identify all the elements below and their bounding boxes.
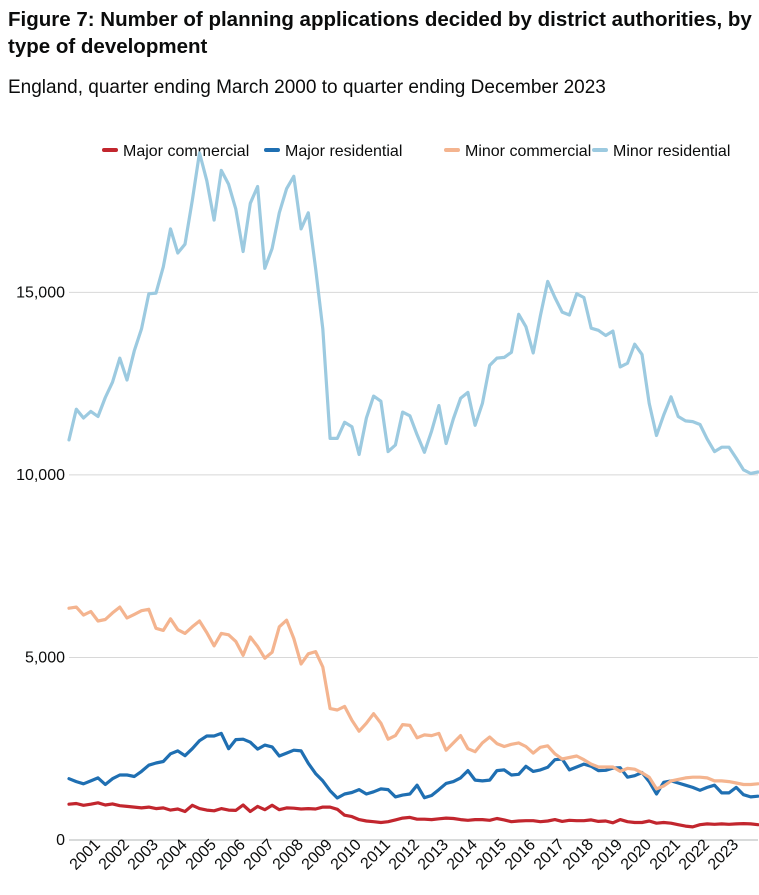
x-tick-label: 2001: [67, 836, 104, 873]
x-tick-label: 2005: [183, 836, 220, 873]
legend-label-minor-commercial: Minor commercial: [465, 143, 591, 160]
x-tick-label: 2011: [358, 836, 394, 872]
chart-subtitle: England, quarter ending March 2000 to qu…: [8, 77, 606, 98]
series-line-minor-residential: [67, 151, 759, 476]
x-tick-label: 2009: [299, 836, 336, 873]
x-tick-label: 2013: [415, 836, 452, 873]
legend-label-major-commercial: Major commercial: [123, 143, 249, 160]
x-tick-label: 2020: [618, 836, 655, 873]
x-tick-label: 2014: [444, 836, 481, 873]
x-tick-label: 2019: [589, 836, 626, 873]
chart-title: Figure 7: Number of planning application…: [8, 8, 752, 58]
y-tick-label: 0: [56, 832, 65, 849]
chart-legend: Major commercial Major residential Minor c…: [102, 143, 730, 160]
legend-label-major-residential: Major residential: [285, 143, 402, 160]
x-tick-label: 2010: [328, 836, 365, 873]
chart-gridlines: [69, 291, 758, 841]
series-line-minor-commercial: [67, 605, 759, 791]
x-tick-label: 2023: [705, 836, 742, 873]
legend-label-minor-residential: Minor residential: [613, 143, 730, 160]
x-tick-label: 2004: [154, 836, 191, 873]
x-tick-label: 2017: [531, 836, 568, 873]
y-tick-label: 15,000: [16, 284, 65, 301]
y-axis: 0 5,000 10,000 15,000: [16, 284, 65, 849]
x-axis: 2001200220032004200520062007200820092010…: [67, 836, 742, 873]
y-tick-label: 10,000: [16, 467, 65, 484]
x-tick-label: 2012: [386, 836, 423, 873]
x-tick-label: 2006: [212, 836, 249, 873]
chart-series: [67, 151, 759, 829]
x-tick-label: 2002: [96, 836, 133, 873]
x-tick-label: 2008: [270, 836, 307, 873]
x-tick-label: 2018: [560, 836, 597, 873]
y-tick-label: 5,000: [25, 649, 65, 666]
x-tick-label: 2021: [647, 836, 684, 873]
x-tick-label: 2007: [241, 836, 278, 873]
x-tick-label: 2015: [473, 836, 510, 873]
x-tick-label: 2003: [125, 836, 162, 873]
x-tick-label: 2016: [502, 836, 539, 873]
x-tick-label: 2022: [676, 836, 713, 873]
series-line-major-commercial: [67, 801, 759, 829]
